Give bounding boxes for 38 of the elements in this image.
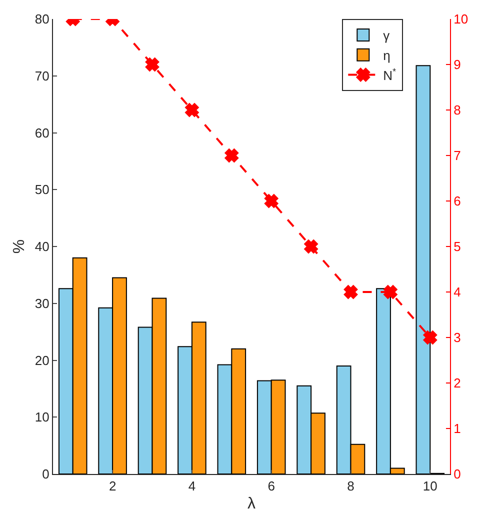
y-axis-title: % (10, 239, 28, 254)
point (146, 58, 159, 72)
point (384, 285, 398, 299)
legend-label: N$^{*}$ (383, 66, 397, 83)
x-axis-title: λ (248, 495, 256, 512)
point (225, 148, 238, 162)
point (424, 330, 437, 344)
legend-label: γ (383, 28, 390, 44)
point (185, 103, 199, 117)
x-tick-label: 2 (108, 478, 116, 494)
legend-label: η (383, 48, 390, 63)
y2-tick-label: 1 (454, 421, 461, 436)
x-tick-label: 6 (268, 478, 275, 494)
y2-tick-label: 2 (454, 376, 461, 391)
y2-tick-label: 5 (454, 239, 461, 254)
y2-tick-label: 7 (454, 148, 461, 164)
y2-tick-label: 6 (454, 194, 461, 209)
y-tick-label: 60 (34, 125, 50, 140)
y-tick-label: 40 (34, 239, 50, 254)
y2-tick-label: 9 (454, 57, 461, 72)
y-tick-label: 70 (34, 68, 50, 84)
point (344, 285, 358, 299)
y-tick-label: 50 (34, 182, 50, 198)
x-tick-label: 4 (188, 478, 196, 494)
y2-tick-label: 3 (454, 330, 461, 346)
y-tick-label: 30 (34, 296, 50, 311)
y2-tick-label: 10 (454, 12, 468, 27)
y2-tick-label: 4 (454, 284, 461, 300)
point (264, 194, 278, 208)
y-tick-label: 0 (42, 466, 50, 482)
y-tick-label: 80 (34, 12, 50, 27)
point (304, 240, 318, 254)
y-tick-label: 10 (34, 410, 50, 425)
y2-tick-label: 0 (454, 466, 461, 482)
y2-tick-label: 8 (454, 102, 461, 118)
x-tick-label: 10 (422, 478, 438, 494)
y-tick-label: 20 (34, 352, 50, 368)
x-tick-label: 8 (347, 478, 354, 494)
